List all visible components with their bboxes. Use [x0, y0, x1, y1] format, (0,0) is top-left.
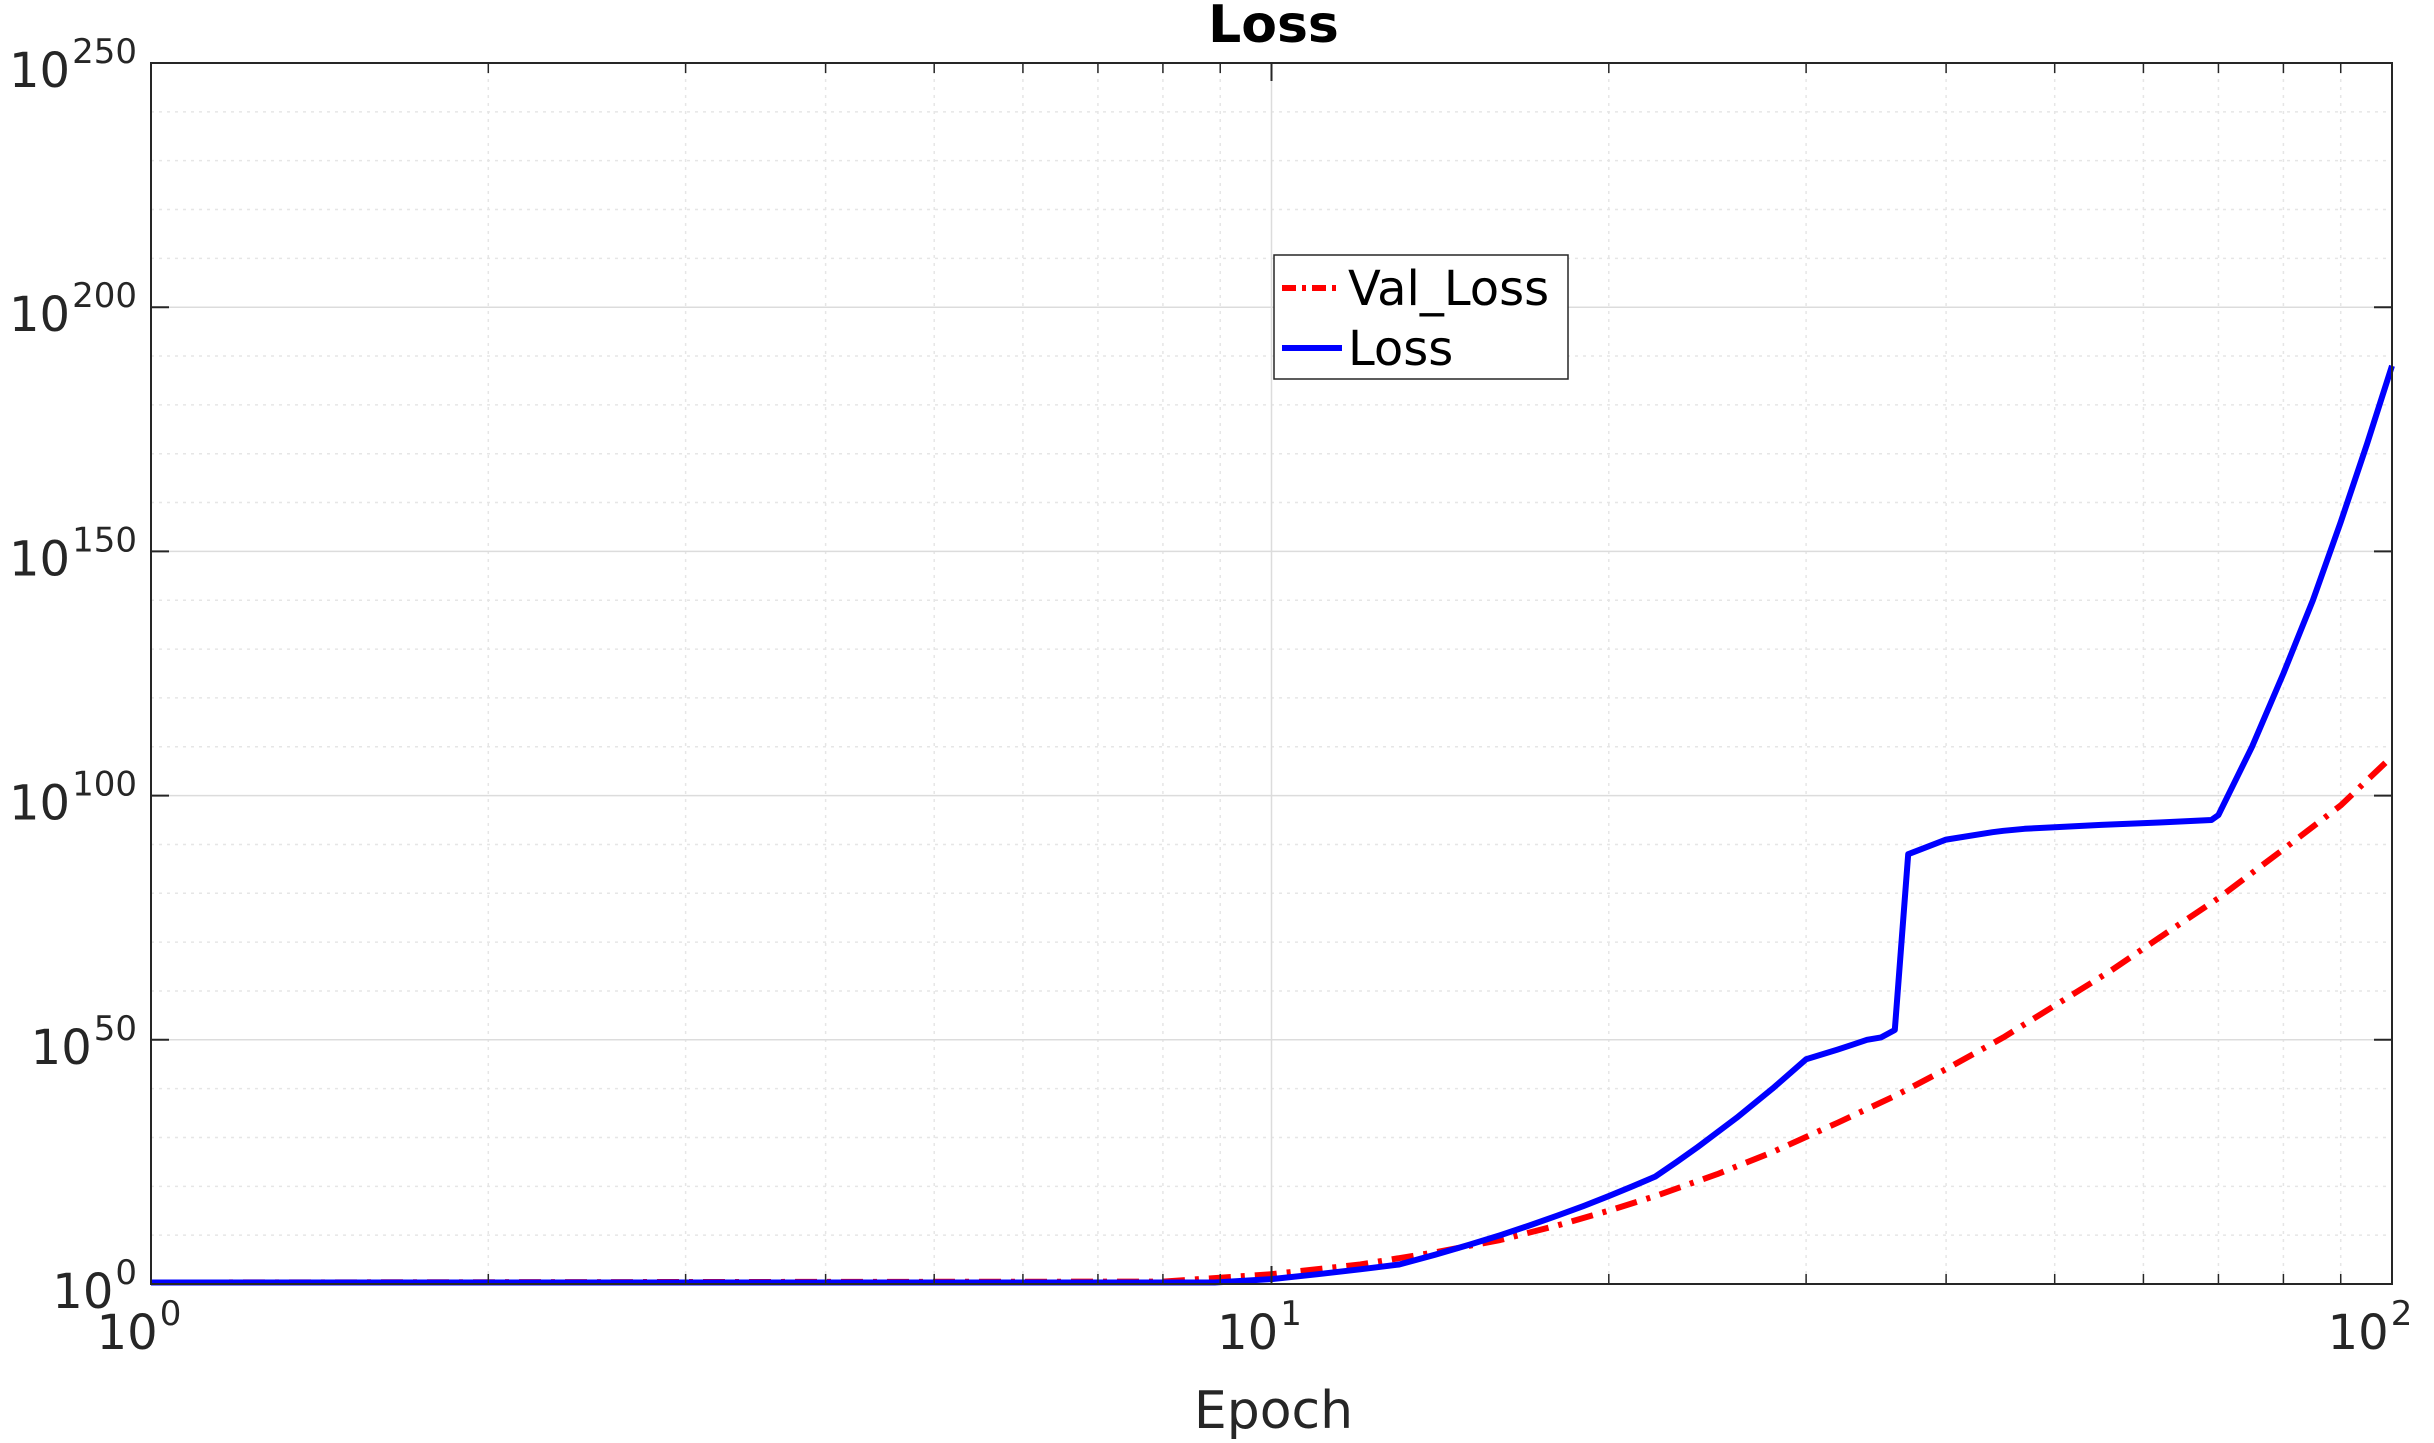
y-tick-label: 10100 — [9, 765, 137, 832]
legend-label: Loss — [1348, 321, 1453, 377]
series-layer — [150, 364, 2395, 1286]
x-tick-label: 101 — [1217, 1294, 1302, 1361]
legend-box — [1273, 254, 1569, 380]
legend-label: Val_Loss — [1348, 261, 1549, 317]
y-tick-label: 1050 — [31, 1009, 137, 1076]
x-tick-labels: 100 101 102 — [97, 1294, 2413, 1361]
series-line-loss — [151, 364, 2395, 1286]
tick-marks — [150, 62, 2393, 1285]
x-tick-label: 100 — [97, 1294, 182, 1361]
x-axis-label: Epoch — [1194, 1381, 1353, 1441]
y-tick-label: 10250 — [9, 32, 137, 99]
y-tick-label: 100 — [52, 1253, 137, 1320]
series-line-val-loss — [150, 754, 2395, 1286]
y-tick-label: 10150 — [9, 520, 137, 587]
y-tick-label: 10200 — [9, 276, 137, 343]
chart-title: Loss — [1208, 0, 1339, 55]
x-tick-label: 102 — [2328, 1294, 2413, 1361]
y-tick-labels: 100 1050 10100 10150 10200 10250 — [9, 32, 137, 1320]
